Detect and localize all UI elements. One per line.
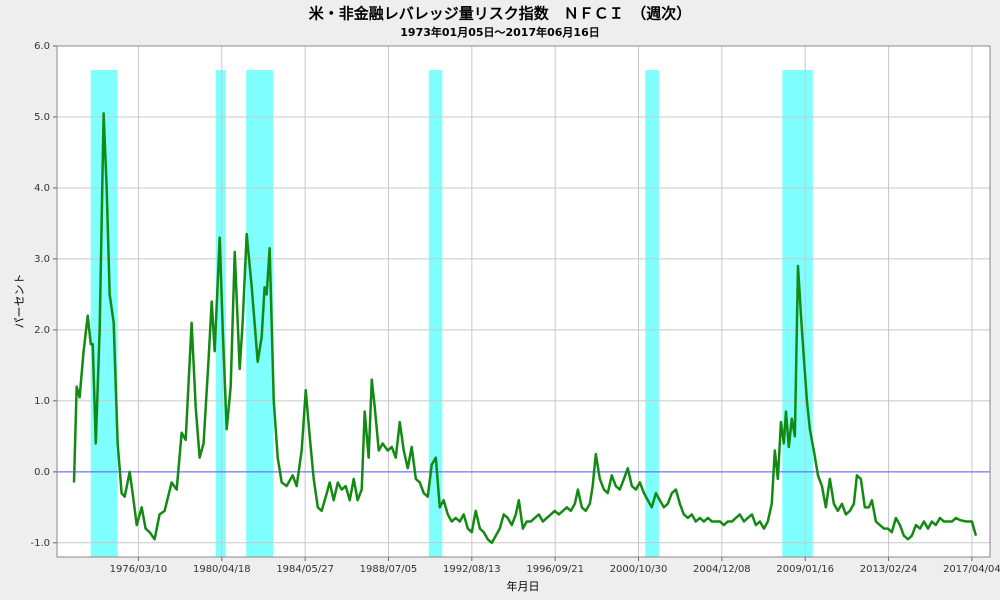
x-tick-label: 1996/09/21 bbox=[526, 564, 584, 575]
chart-title: 米・非金融レバレッジ量リスク指数 ＮＦＣＩ （週次） bbox=[309, 5, 692, 23]
y-axis-label: パーセント bbox=[13, 274, 26, 329]
y-tick-label: 0.0 bbox=[34, 467, 50, 478]
y-tick-label: 4.0 bbox=[34, 183, 50, 194]
y-tick-label: 2.0 bbox=[34, 325, 50, 336]
series-line bbox=[72, 112, 978, 545]
x-axis-label: 年月日 bbox=[507, 579, 540, 593]
x-tick-label: 2000/10/30 bbox=[610, 564, 668, 575]
x-tick-label: 2009/01/16 bbox=[776, 564, 834, 575]
x-tick-label: 1988/07/05 bbox=[360, 564, 418, 575]
plot-area bbox=[57, 46, 990, 557]
x-tick-label: 2017/04/04 bbox=[943, 564, 1000, 575]
shaded-period bbox=[215, 70, 226, 557]
x-tick-label: 1992/08/13 bbox=[443, 564, 501, 575]
x-tick-label: 1976/03/10 bbox=[110, 564, 168, 575]
chart-subtitle: 1973年01月05日～2017年06月16日 bbox=[400, 25, 599, 39]
y-tick-label: 6.0 bbox=[34, 41, 50, 52]
y-tick-label: 5.0 bbox=[34, 112, 50, 123]
shaded-period bbox=[428, 70, 443, 557]
x-tick-label: 1980/04/18 bbox=[193, 564, 251, 575]
x-tick-label: 2004/12/08 bbox=[693, 564, 751, 575]
y-tick-label: 3.0 bbox=[34, 254, 50, 265]
y-tick-label: -1.0 bbox=[30, 538, 50, 549]
x-tick-label: 2013/02/24 bbox=[860, 564, 918, 575]
shaded-period bbox=[645, 70, 659, 557]
shaded-period bbox=[246, 70, 274, 557]
plot-frame bbox=[56, 45, 991, 558]
x-tick-label: 1984/05/27 bbox=[276, 564, 334, 575]
y-tick-label: 1.0 bbox=[34, 396, 50, 407]
